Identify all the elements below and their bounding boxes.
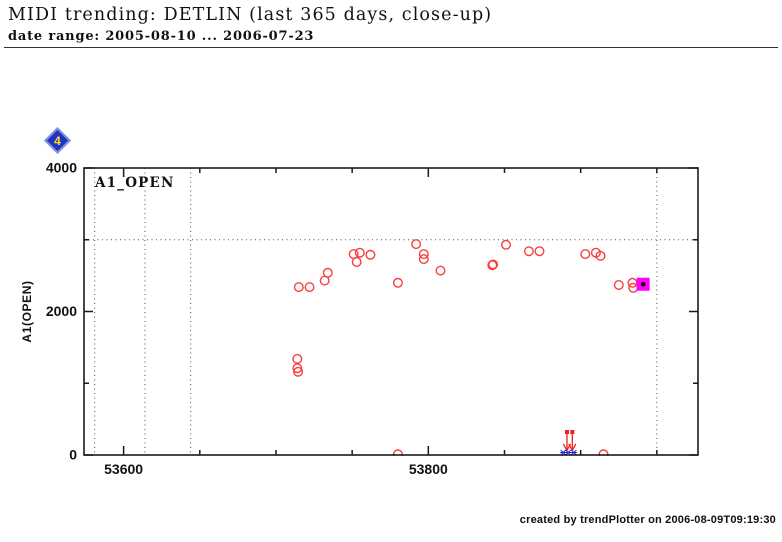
data-point: [435, 265, 446, 276]
data-point: [293, 282, 304, 293]
data-point: [488, 259, 499, 270]
data-point: [322, 267, 333, 278]
date-range-subtitle: date range: 2005-08-10 ... 2006-07-23: [8, 29, 315, 44]
data-point: [304, 282, 315, 293]
series-label: A1_OPEN: [94, 175, 175, 191]
x-tick-label: 53600: [104, 461, 143, 477]
data-point: [354, 247, 365, 258]
y-tick-label: 2000: [46, 303, 77, 319]
x-tick-label: 53800: [409, 461, 448, 477]
header-divider: [4, 47, 778, 48]
data-point: [351, 257, 362, 268]
data-point: [534, 246, 545, 257]
data-points-layer: [292, 239, 639, 456]
y-tick-label: 4000: [46, 160, 77, 176]
data-point: [501, 239, 512, 250]
data-point: [392, 277, 403, 288]
offscale-arrow-icon: [568, 430, 577, 451]
offscale-mark-icon: [565, 449, 572, 456]
data-point: [418, 249, 429, 260]
offscale-mark-icon: [560, 449, 567, 456]
data-point: [628, 282, 639, 293]
data-point: [292, 363, 303, 374]
offscale-arrow-icon: [562, 430, 572, 451]
highlight-center-dot: [640, 281, 646, 287]
y-tick-label: 0: [69, 447, 77, 463]
credit-footer: created by trendPlotter on 2006-08-09T09…: [519, 514, 776, 526]
page-title: MIDI trending: DETLIN (last 365 days, cl…: [8, 5, 493, 25]
data-point: [411, 239, 422, 250]
data-point: [595, 250, 606, 261]
y-axis-title: A1(OPEN): [20, 280, 34, 342]
data-point: [613, 280, 624, 291]
plot-border: [83, 167, 699, 456]
data-point: [292, 353, 303, 364]
data-point: [580, 249, 591, 260]
data-point: [365, 249, 376, 260]
data-point: [418, 254, 429, 265]
data-point: [523, 246, 534, 257]
offscale-mark-icon: [570, 449, 577, 456]
data-point: [293, 366, 304, 377]
